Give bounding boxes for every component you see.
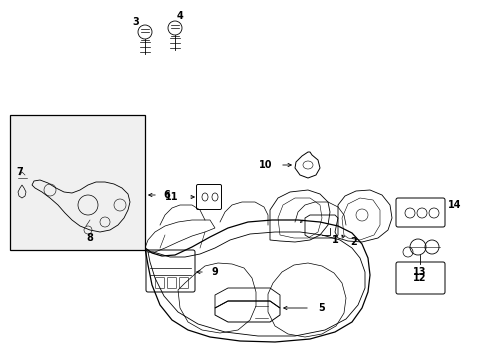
Text: 3: 3 [132,17,139,27]
Text: 11: 11 [164,192,178,202]
Text: 10: 10 [258,160,271,170]
Text: 9: 9 [212,267,218,277]
Bar [10,115,145,250]
Text: 2: 2 [349,237,356,247]
Text: 8: 8 [86,233,93,243]
Text: 6: 6 [163,190,169,200]
Text: 4: 4 [176,11,183,21]
Text: 14: 14 [447,200,461,210]
Text: 5: 5 [317,303,324,313]
Text: 7: 7 [17,167,23,177]
Text: 1: 1 [331,235,338,245]
Text: 12: 12 [412,273,426,283]
Text: 13: 13 [412,267,426,277]
